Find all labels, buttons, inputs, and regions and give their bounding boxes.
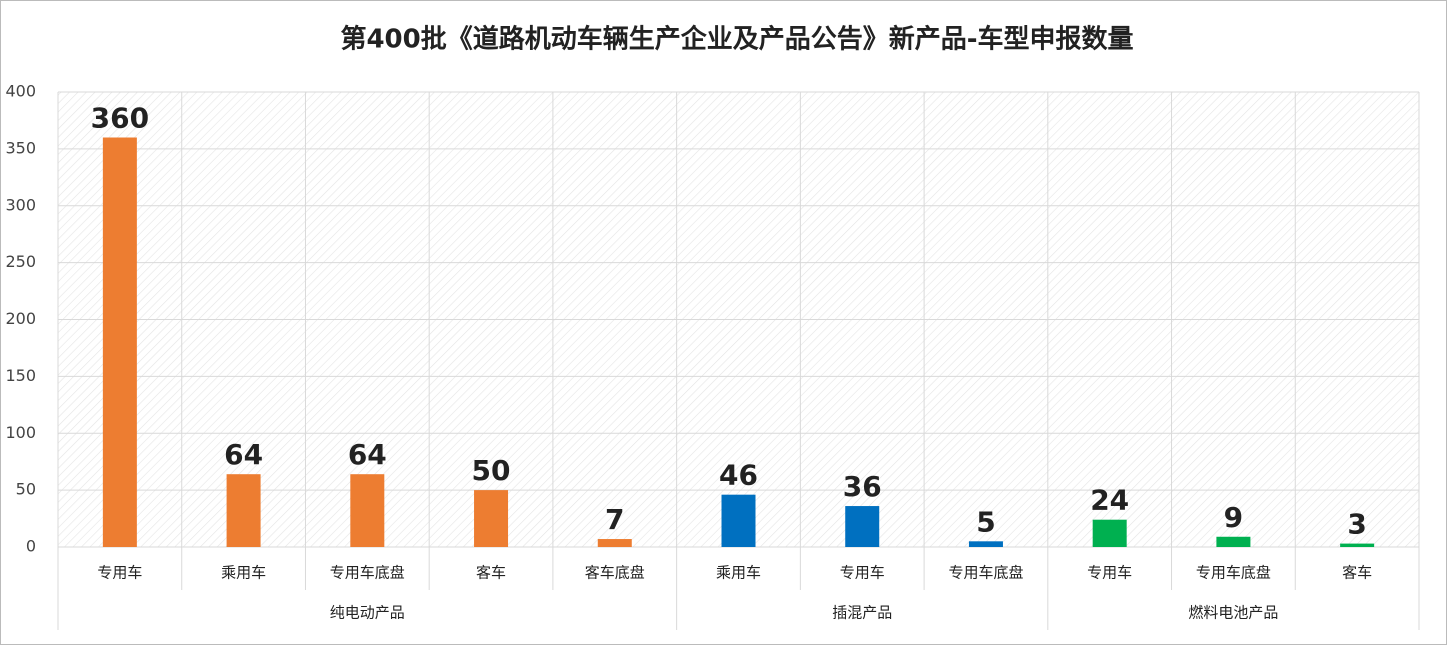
y-tick-label: 100	[5, 423, 36, 442]
data-label: 24	[1090, 484, 1129, 517]
y-tick-label: 150	[5, 366, 36, 385]
bar	[845, 506, 880, 547]
bar	[968, 541, 1003, 547]
y-tick-label: 0	[26, 537, 36, 556]
bar	[721, 494, 756, 547]
y-tick-label: 50	[16, 480, 36, 499]
data-label: 36	[843, 470, 882, 503]
data-label: 50	[472, 454, 511, 487]
data-label: 360	[91, 102, 149, 135]
x-tick-label: 乘用车	[221, 564, 266, 582]
bar	[102, 137, 137, 547]
bar	[1092, 519, 1127, 547]
x-tick-label: 专用车底盘	[948, 564, 1023, 582]
x-tick-label: 乘用车	[716, 564, 761, 582]
y-tick-label: 250	[5, 252, 36, 271]
x-tick-label: 客车	[476, 564, 506, 582]
x-tick-label: 专用车	[1087, 564, 1132, 582]
data-label: 64	[224, 438, 263, 471]
bar	[597, 539, 632, 547]
x-tick-label: 专用车底盘	[330, 564, 405, 582]
x-tick-label: 专用车底盘	[1196, 564, 1271, 582]
data-label: 9	[1224, 501, 1243, 534]
chart-title: 第400批《道路机动车辆生产企业及产品公告》新产品-车型申报数量	[340, 24, 1133, 55]
group-label: 燃料电池产品	[1188, 604, 1278, 622]
bar	[226, 474, 261, 547]
data-label: 64	[348, 438, 387, 471]
x-tick-label: 专用车	[840, 564, 885, 582]
group-label: 纯电动产品	[330, 604, 405, 622]
group-label: 插混产品	[832, 604, 892, 622]
bar	[1216, 536, 1251, 547]
y-tick-label: 350	[5, 138, 36, 157]
data-label: 7	[605, 503, 624, 536]
data-label: 5	[976, 505, 995, 538]
bar	[350, 474, 385, 547]
y-tick-label: 300	[5, 195, 36, 214]
y-tick-label: 200	[5, 309, 36, 328]
x-tick-label: 客车	[1342, 564, 1372, 582]
x-tick-label: 专用车	[97, 564, 142, 582]
data-label: 3	[1347, 508, 1366, 541]
data-label: 46	[719, 459, 758, 492]
bar	[1340, 543, 1375, 547]
y-tick-label: 400	[5, 82, 36, 101]
bar	[474, 490, 509, 547]
x-tick-label: 客车底盘	[585, 564, 645, 582]
